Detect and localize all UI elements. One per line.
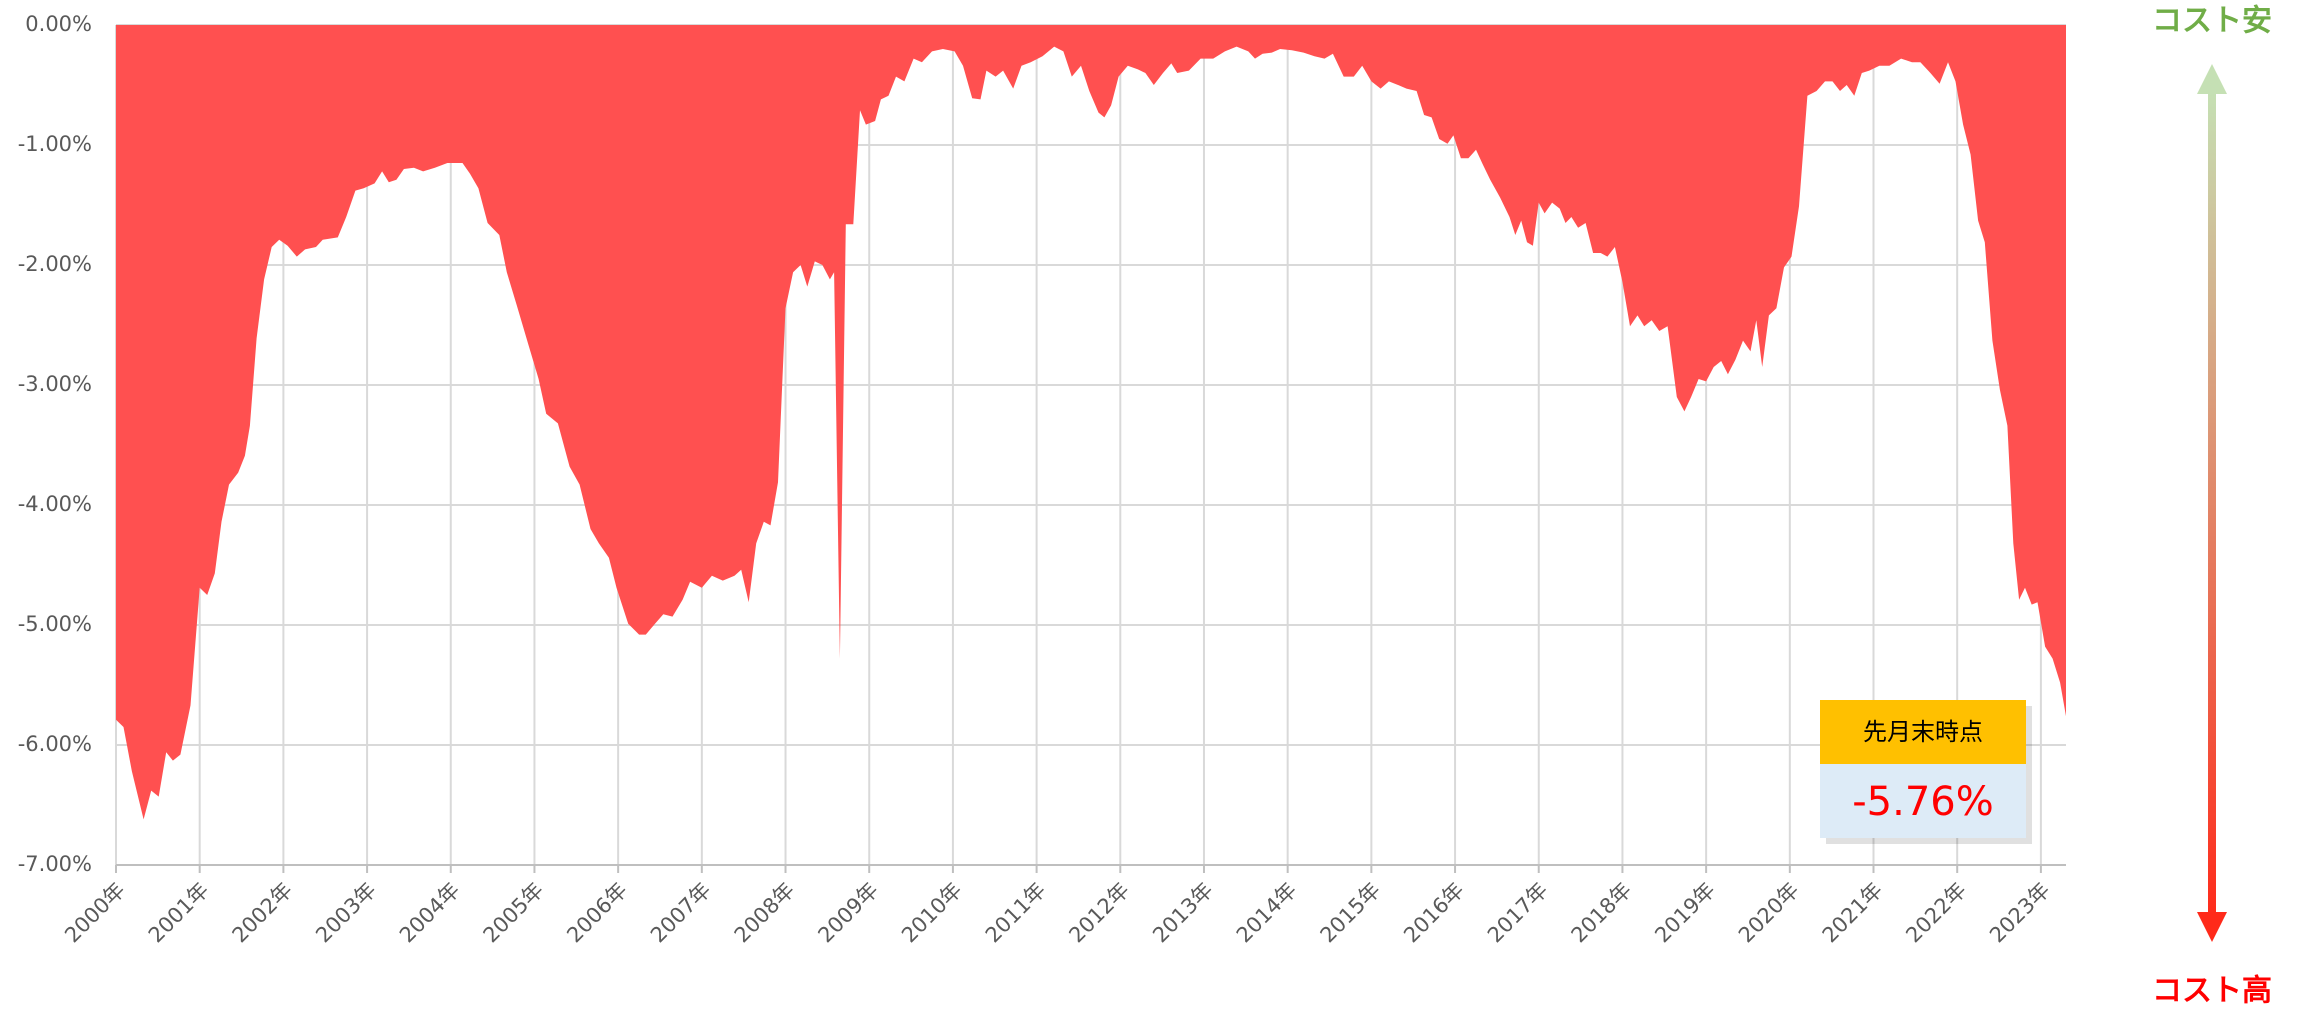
x-tick-label: 2019年 xyxy=(1650,878,1720,948)
x-tick-label: 2001年 xyxy=(144,878,214,948)
x-tick-label: 2020年 xyxy=(1734,878,1804,948)
x-tick-label: 2008年 xyxy=(730,878,800,948)
y-tick-label: -4.00% xyxy=(18,492,92,516)
scale-bottom-label: コスト高 xyxy=(2152,974,2272,1009)
x-tick-label: 2022年 xyxy=(1901,878,1971,948)
scale-arrow-up xyxy=(2197,64,2227,94)
x-tick-label: 2010年 xyxy=(897,878,967,948)
plot xyxy=(116,25,2066,820)
callout-header xyxy=(1820,700,2026,764)
x-tick-label: 2016年 xyxy=(1399,878,1469,948)
x-tick-label: 2002年 xyxy=(228,878,298,948)
callout-body xyxy=(1820,764,2026,838)
callout-value: -5.76% xyxy=(1852,779,1994,825)
x-tick-label: 2005年 xyxy=(479,878,549,948)
x-tick-label: 2013年 xyxy=(1148,878,1218,948)
y-tick-label: 0.00% xyxy=(25,12,92,36)
scale-arrow-shaft xyxy=(2208,92,2216,922)
x-tick-label: 2023年 xyxy=(1985,878,2055,948)
x-tick-label: 2004年 xyxy=(395,878,465,948)
y-tick-label: -5.00% xyxy=(18,612,92,636)
x-tick-label: 2021年 xyxy=(1818,878,1888,948)
x-tick-label: 2007年 xyxy=(646,878,716,948)
y-tick-label: -1.00% xyxy=(18,132,92,156)
x-tick-label: 2014年 xyxy=(1232,878,1302,948)
x-tick-label: 2003年 xyxy=(311,878,381,948)
callout: 先月末時点 -5.76% xyxy=(1820,700,2032,844)
callout-title: 先月末時点 xyxy=(1863,718,1983,746)
x-tick-label: 2006年 xyxy=(562,878,632,948)
x-tick-label: 2015年 xyxy=(1316,878,1386,948)
area xyxy=(116,25,2066,820)
y-tick-label: -6.00% xyxy=(18,732,92,756)
x-tick-label: 2011年 xyxy=(981,878,1051,948)
scale-arrow-down xyxy=(2197,912,2227,942)
y-tick-label: -3.00% xyxy=(18,372,92,396)
x-tick-label: 2018年 xyxy=(1567,878,1637,948)
scale-top-label: コスト安 xyxy=(2152,4,2272,39)
x-tick-label: 2017年 xyxy=(1483,878,1553,948)
cost-scale: コスト安 コスト高 xyxy=(2152,4,2272,1009)
x-tick-label: 2009年 xyxy=(813,878,883,948)
y-tick-label: -7.00% xyxy=(18,852,92,876)
x-tick-label: 2012年 xyxy=(1064,878,1134,948)
x-tick-label: 2000年 xyxy=(60,878,130,948)
y-tick-label: -2.00% xyxy=(18,252,92,276)
